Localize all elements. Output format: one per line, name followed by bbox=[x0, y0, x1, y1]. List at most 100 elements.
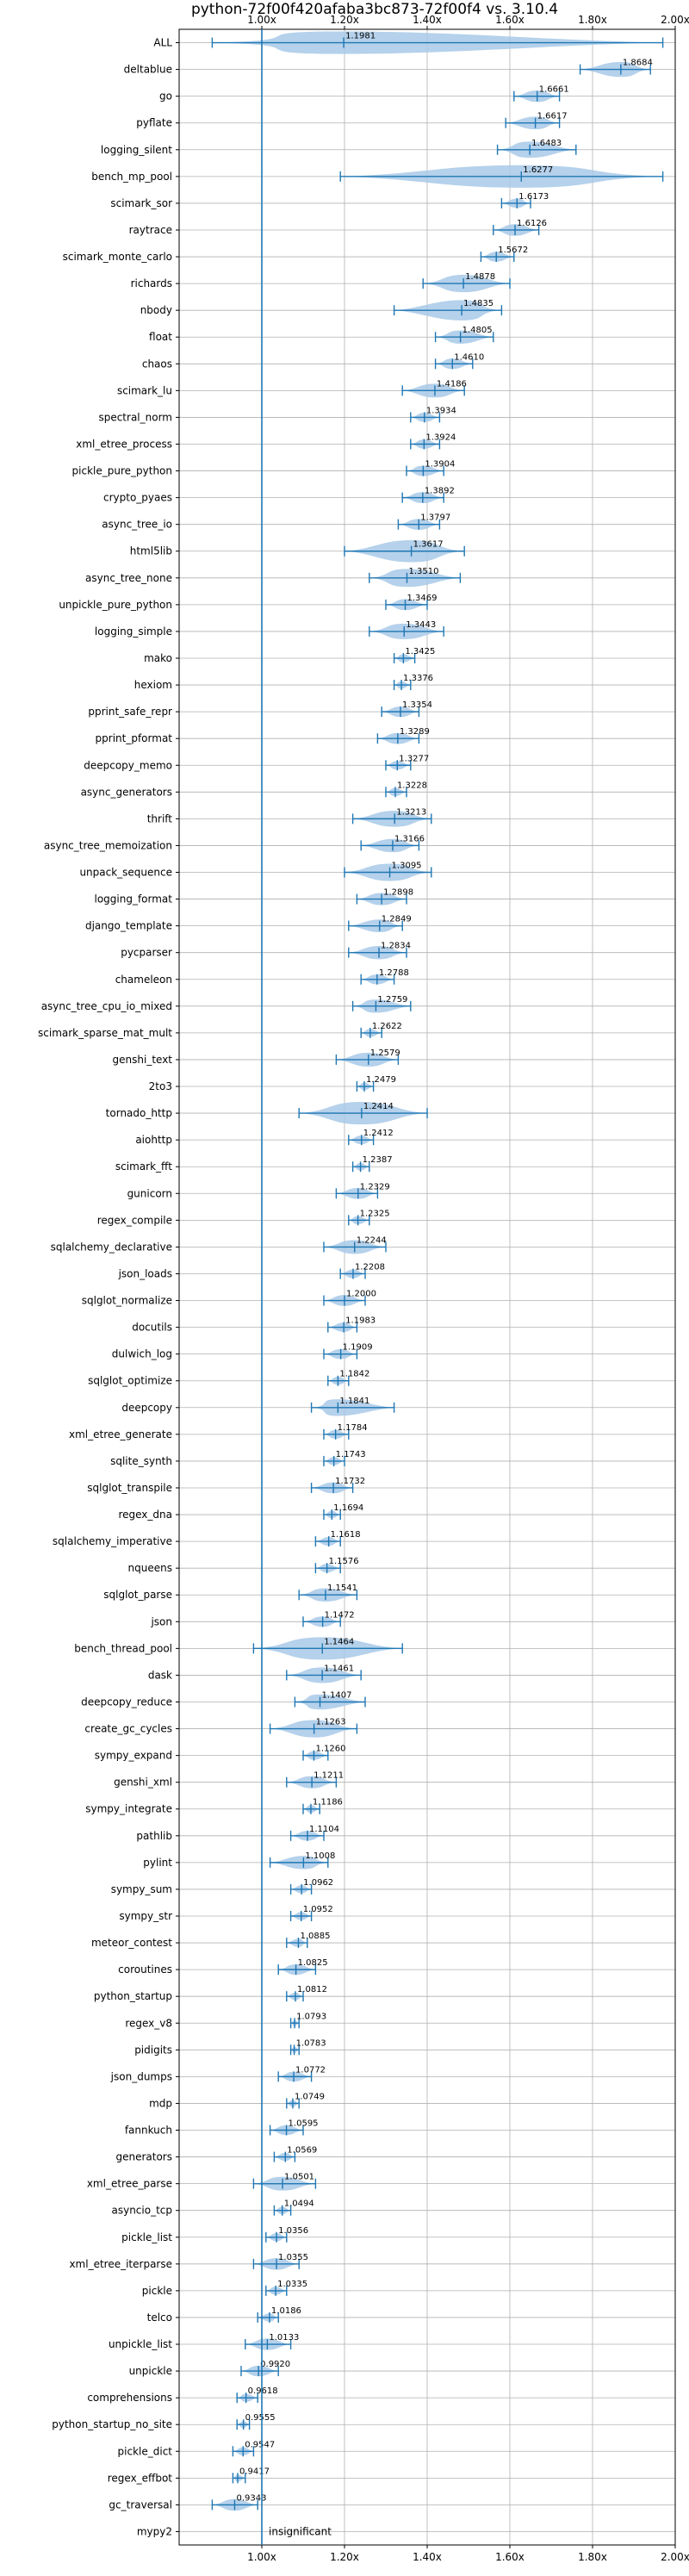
benchmark-label: unpack_sequence bbox=[79, 867, 172, 879]
value-label: 1.2387 bbox=[363, 1155, 393, 1165]
benchmark-label: logging_simple bbox=[95, 625, 172, 638]
x-tick-label-top: 1.20x bbox=[330, 14, 359, 26]
value-label: 1.0962 bbox=[303, 1878, 333, 1888]
benchmark-label: pickle_pure_python bbox=[72, 465, 172, 477]
labels-layer: ALL 1.1981 deltablue 1.8684 go 1.6661 pyflate 1… bbox=[38, 32, 653, 2538]
value-label: 1.0825 bbox=[298, 1958, 328, 1968]
value-label: 1.1732 bbox=[335, 1477, 365, 1486]
benchmark-label: xml_etree_process bbox=[76, 438, 172, 450]
benchmark-label: spectral_norm bbox=[98, 411, 172, 423]
benchmark-label: float bbox=[149, 331, 172, 343]
chart-title: python-72f00f420afaba3bc873-72f00f4 vs. … bbox=[191, 1, 558, 18]
value-label: 1.2579 bbox=[370, 1048, 400, 1058]
benchmark-label: sqlite_synth bbox=[110, 1455, 172, 1467]
value-label: 1.1694 bbox=[333, 1503, 363, 1513]
benchmark-label: unpickle bbox=[129, 2365, 172, 2377]
value-label: 1.5672 bbox=[498, 246, 528, 255]
value-label: 1.3425 bbox=[405, 647, 435, 656]
value-label: 0.9547 bbox=[245, 2440, 275, 2449]
value-label: 1.2898 bbox=[383, 888, 413, 898]
benchmark-label: async_tree_io bbox=[102, 519, 172, 531]
x-tick-label-top: 1.80x bbox=[578, 14, 607, 26]
value-label: 1.0494 bbox=[284, 2200, 314, 2209]
benchmark-label: genshi_text bbox=[113, 1054, 173, 1066]
x-tick-label-bottom: 1.60x bbox=[495, 2551, 525, 2563]
benchmark-label: sqlglot_normalize bbox=[82, 1295, 172, 1307]
benchmark-label: logging_format bbox=[94, 893, 172, 905]
benchmark-label: pyflate bbox=[136, 117, 172, 129]
value-label: 1.3443 bbox=[406, 620, 436, 630]
value-label: 1.2788 bbox=[379, 968, 409, 978]
benchmark-label: pylint bbox=[143, 1857, 172, 1869]
value-label: 1.1260 bbox=[315, 1745, 345, 1754]
benchmark-label: telco bbox=[147, 2312, 172, 2324]
value-label: 1.0885 bbox=[300, 1932, 330, 1941]
value-label: 1.0749 bbox=[295, 2092, 325, 2101]
value-label: 1.2244 bbox=[357, 1235, 387, 1245]
benchmark-label: pickle_list bbox=[121, 2231, 172, 2243]
benchmark-label: xml_etree_iterparse bbox=[69, 2258, 172, 2270]
value-label: 1.0812 bbox=[297, 1985, 327, 1994]
benchmark-label: pickle_dict bbox=[118, 2445, 173, 2457]
benchmark-label: tornado_http bbox=[106, 1107, 172, 1119]
value-label: 1.2208 bbox=[355, 1262, 385, 1272]
benchmark-label: meteor_contest bbox=[91, 1937, 172, 1949]
benchmark-label: bench_thread_pool bbox=[74, 1642, 172, 1654]
value-label: 1.0133 bbox=[269, 2333, 299, 2343]
benchmark-label: nqueens bbox=[128, 1562, 172, 1574]
benchmark-label: raytrace bbox=[129, 224, 172, 236]
benchmark-label: xml_etree_generate bbox=[69, 1428, 172, 1440]
value-label: 1.1407 bbox=[322, 1690, 352, 1700]
benchmark-label: scimark_sparse_mat_mult bbox=[38, 1027, 172, 1039]
benchmark-label: async_tree_cpu_io_mixed bbox=[41, 1000, 172, 1012]
value-label: 1.1983 bbox=[345, 1316, 376, 1326]
value-label: 1.1263 bbox=[316, 1718, 346, 1727]
benchmark-label: deepcopy bbox=[121, 1402, 172, 1414]
benchmark-label: logging_silent bbox=[101, 144, 172, 156]
x-tick-label-bottom: 1.80x bbox=[578, 2551, 607, 2563]
benchmark-label: unpickle_pure_python bbox=[59, 599, 172, 611]
value-label: 1.2759 bbox=[377, 995, 407, 1005]
value-label: 0.9555 bbox=[245, 2413, 276, 2423]
value-label: 1.1618 bbox=[331, 1530, 361, 1540]
value-label: 1.6483 bbox=[531, 139, 562, 148]
benchmark-label: deltablue bbox=[124, 64, 172, 76]
benchmark-label: python_startup bbox=[94, 1990, 172, 2002]
benchmark-label: html5lib bbox=[130, 545, 172, 557]
benchmark-label: 2to3 bbox=[149, 1080, 172, 1092]
value-label: 1.3166 bbox=[394, 834, 425, 843]
insignificant-label: insignificant bbox=[269, 2525, 332, 2537]
value-label: 0.9618 bbox=[248, 2386, 278, 2396]
value-label: 1.0356 bbox=[278, 2226, 308, 2236]
value-label: 1.6661 bbox=[539, 85, 569, 95]
value-label: 0.9920 bbox=[260, 2360, 290, 2369]
x-tick-label-top: 2.00x bbox=[661, 14, 689, 26]
benchmark-label: go bbox=[159, 90, 172, 103]
benchmark-label: richards bbox=[131, 277, 172, 289]
benchmark-label: regex_dna bbox=[118, 1509, 172, 1521]
benchmark-label: crypto_pyaes bbox=[103, 492, 172, 504]
benchmark-label: pprint_pformat bbox=[96, 732, 173, 744]
benchmark-label: sympy_str bbox=[119, 1910, 172, 1922]
value-label: 1.2325 bbox=[360, 1209, 390, 1218]
benchmark-label: mako bbox=[144, 652, 172, 664]
x-tick-label-top: 1.60x bbox=[495, 14, 525, 26]
value-label: 1.6277 bbox=[523, 165, 553, 175]
value-label: 1.6617 bbox=[537, 112, 568, 121]
benchmark-label: sqlglot_parse bbox=[103, 1589, 172, 1601]
benchmark-label: thrift bbox=[147, 812, 173, 824]
value-label: 1.3354 bbox=[402, 700, 432, 710]
value-label: 1.0501 bbox=[284, 2173, 314, 2182]
benchmark-label: async_generators bbox=[81, 786, 172, 798]
benchmark-label: docutils bbox=[132, 1322, 172, 1334]
benchmark-label: scimark_sor bbox=[110, 197, 172, 209]
benchmark-label: create_gc_cycles bbox=[84, 1723, 172, 1735]
value-label: 1.2622 bbox=[372, 1022, 402, 1031]
value-label: 1.2329 bbox=[360, 1182, 390, 1192]
marks-layer bbox=[211, 37, 664, 2511]
value-label: 1.3213 bbox=[396, 807, 426, 817]
benchmark-label: pickle bbox=[142, 2285, 172, 2297]
benchmark-label: async_tree_memoization bbox=[44, 839, 172, 851]
benchmark-label: async_tree_none bbox=[85, 572, 172, 584]
value-label: 1.1576 bbox=[329, 1557, 359, 1566]
